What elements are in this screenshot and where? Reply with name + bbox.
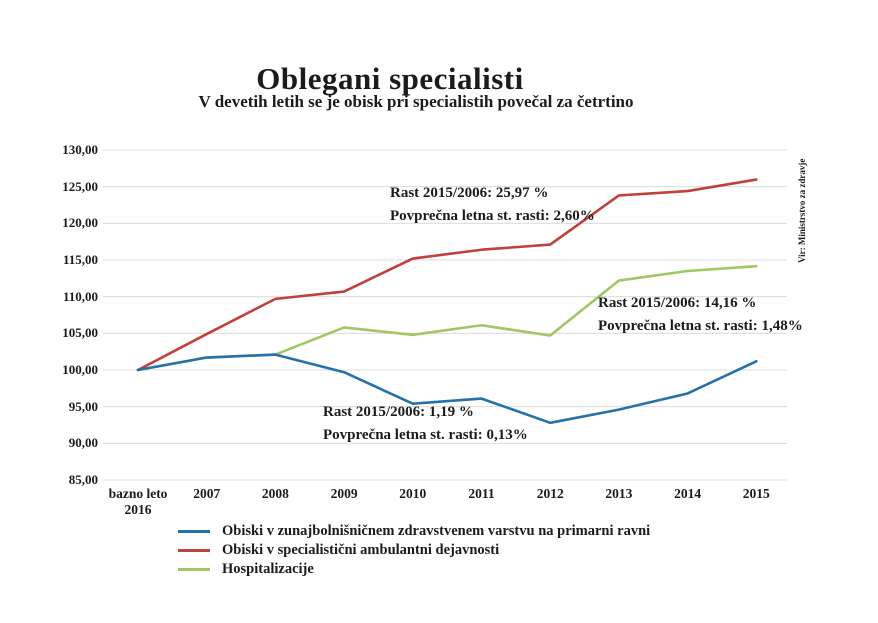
page-title: Oblegani specialisti [256,60,524,96]
annotation-line: Povprečna letna st. rasti: 1,48% [598,318,803,334]
annotation-line: Rast 2015/2006: 14,16 % [598,295,757,311]
x-tick-label: 2014 [674,486,702,501]
annotation-line: Rast 2015/2006: 1,19 % [323,404,474,420]
x-tick-label: 2012 [536,486,564,501]
x-tick-label: 2011 [468,486,495,501]
annotation-line: Rast 2015/2006: 25,97 % [390,185,549,201]
legend-label: Obiski v zunajbolnišničnem zdravstvenem … [222,522,651,539]
annotation-obiski-v-specialisti-ni-ambulantni-dejav: Rast 2015/2006: 25,97 % Povprečna letna s… [390,182,595,228]
annotation-hospitalizacije: Rast 2015/2006: 14,16 % Povprečna letna s… [598,292,803,338]
x-tick-label: 2013 [605,486,633,501]
chart-legend: Obiski v zunajbolnišničnem zdravstvenem … [178,522,650,579]
y-tick-label: 120,00 [62,215,98,231]
gridlines [103,149,787,481]
y-tick-label: 95,00 [68,398,98,414]
y-tick-label: 100,00 [62,361,98,377]
y-tick-label: 125,00 [62,178,98,194]
y-tick-label: 85,00 [68,471,98,487]
legend-line-swatch [178,529,210,533]
y-tick-label: 130,00 [62,142,98,157]
x-tick-label: 2010 [399,486,427,501]
annotation-obiski-v-zunajbolni-ni-nem-zdravstvenem-: Rast 2015/2006: 1,19 % Povprečna letna st… [323,401,528,447]
x-tick-label: 2007 [193,486,221,501]
annotation-line: Povprečna letna st. rasti: 2,60% [390,208,595,224]
series-line-obiski-v-specialisti-ni-ambulantni-dejav [136,178,758,372]
annotation-line: Povprečna letna st. rasti: 0,13% [323,427,528,443]
y-tick-label: 115,00 [62,251,98,267]
source-note: Vir: Ministrstvo za zdravje [797,158,807,263]
x-tick-label: 2009 [330,486,358,501]
y-tick-label: 90,00 [68,435,98,451]
legend-item-hospitalizacije: Hospitalizacije [178,560,650,578]
legend-label: Hospitalizacije [222,560,314,577]
y-tick-label: 105,00 [62,325,98,341]
series-line-obiski-v-zunajbolni-ni-nem-zdravstvenem- [136,353,758,425]
series-lines [136,178,758,425]
legend-line-swatch [178,567,210,571]
legend-item-obiski-v-zunajbolni-ni-nem-zdravstvenem-: Obiski v zunajbolnišničnem zdravstvenem … [178,522,650,540]
legend-label: Obiski v specialistični ambulantni dejav… [222,541,500,558]
y-tick-label: 110,00 [62,288,98,304]
x-tick-label: bazno leto 2016 [108,486,168,517]
legend-item-obiski-v-specialisti-ni-ambulantni-dejav: Obiski v specialistični ambulantni dejav… [178,541,650,559]
x-tick-label: 2008 [261,486,289,501]
legend-line-swatch [178,548,210,552]
page-subtitle: V devetih letih se je obisk pri speciali… [198,92,634,111]
x-tick-label: 2015 [742,486,770,501]
